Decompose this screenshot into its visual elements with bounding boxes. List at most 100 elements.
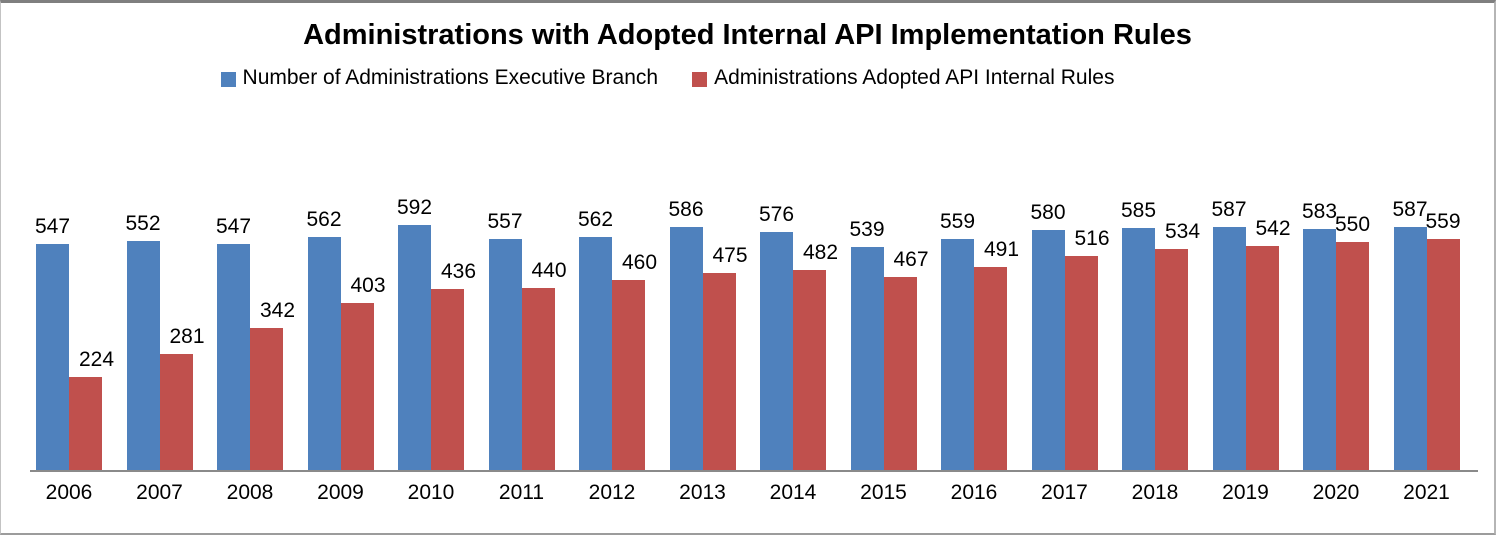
chart-title: Administrations with Adopted Internal AP… (303, 19, 1192, 51)
bar-adopted-rules: 516 (1064, 227, 1110, 470)
bar-adopted-rules: 342 (250, 299, 295, 470)
x-axis-label: 2021 (1403, 481, 1450, 504)
bar-group: 585 534 2018 (1116, 123, 1207, 504)
bar-executive-branch: 576 (759, 203, 794, 470)
bar-value-label: 587 (1211, 198, 1247, 221)
bar-value-label: 585 (1120, 199, 1157, 222)
bar-group: 539 467 2015 (845, 123, 936, 504)
bar-adopted-rules: 550 (1335, 213, 1370, 470)
bar-pair: 547 342 (216, 215, 295, 470)
bar-value-label: 559 (939, 210, 976, 233)
x-axis-label: 2015 (860, 481, 907, 504)
bar-value-label: 552 (125, 212, 161, 235)
bar-pair: 576 482 (759, 203, 838, 470)
bar-group: 580 516 2017 (1026, 123, 1117, 504)
bar-group: 547 224 2006 (30, 123, 121, 504)
x-axis-label: 2018 (1131, 481, 1179, 504)
bar-pair: 583 550 (1302, 200, 1370, 470)
bar-value-label: 403 (350, 274, 386, 297)
bar-pair: 585 534 (1121, 199, 1200, 470)
bar-executive-branch: 552 (125, 212, 161, 470)
bar-value-label: 534 (1164, 220, 1201, 243)
bar-group: 557 440 2011 (483, 123, 574, 504)
bar-pair: 562 460 (578, 208, 657, 470)
bar-group: 562 403 2009 (302, 123, 393, 504)
x-axis-label: 2017 (1041, 481, 1088, 504)
bar-value-label: 342 (259, 299, 296, 322)
bar-executive-branch: 547 (216, 215, 251, 470)
bar-value-label: 562 (577, 208, 614, 231)
bar-group: 586 475 2013 (664, 123, 755, 504)
bar-adopted-rules: 403 (340, 274, 386, 470)
bar-executive-branch: 559 (940, 210, 975, 470)
bar-pair: 587 542 (1211, 198, 1291, 470)
legend-swatch-red-icon (692, 71, 708, 87)
bar-executive-branch: 580 (1030, 201, 1066, 470)
bar-value-label: 475 (712, 244, 748, 267)
bar-value-label: 547 (34, 215, 71, 238)
x-axis-label: 2019 (1222, 481, 1269, 504)
bar-value-label: 281 (169, 325, 205, 348)
x-axis-label: 2020 (1312, 481, 1360, 504)
x-axis-label: 2013 (679, 481, 726, 504)
bar-pair: 552 281 (125, 212, 205, 470)
bar-executive-branch: 557 (487, 210, 523, 470)
legend-item-adopted-rules: Administrations Adopted API Internal Rul… (692, 66, 1114, 90)
bar-group: 587 542 2019 (1207, 123, 1298, 504)
bar-pair: 587 559 (1392, 198, 1461, 470)
bar-executive-branch: 562 (306, 208, 342, 470)
bar-executive-branch: 547 (35, 215, 70, 470)
bar-value-label: 482 (802, 241, 839, 264)
bar-group: 559 491 2016 (935, 123, 1026, 504)
bar-value-label: 580 (1030, 201, 1066, 224)
bar-executive-branch: 587 (1211, 198, 1247, 470)
x-axis-label: 2009 (317, 481, 364, 504)
bar-value-label: 583 (1301, 200, 1338, 223)
bar-adopted-rules: 436 (431, 260, 476, 470)
x-axis-label: 2007 (136, 481, 183, 504)
bar-pair: 559 491 (940, 210, 1019, 470)
bar-group: 562 460 2012 (573, 123, 664, 504)
bar-group: 552 281 2007 (121, 123, 212, 504)
bar-value-label: 542 (1255, 217, 1291, 240)
bar-value-label: 516 (1074, 227, 1110, 250)
bar-groups-container: 547 224 2006 552 281 2007 547 342 2008 562 403 2009… (30, 123, 1479, 504)
bar-value-label: 491 (983, 238, 1020, 261)
bar-adopted-rules: 440 (521, 259, 567, 470)
bar-pair: 562 403 (306, 208, 386, 470)
bar-adopted-rules: 460 (612, 251, 657, 470)
bar-value-label: 550 (1334, 213, 1371, 236)
bar-value-label: 547 (215, 215, 252, 238)
bar-value-label: 559 (1425, 210, 1461, 233)
bar-pair: 547 224 (35, 215, 114, 470)
bar-value-label: 586 (668, 198, 704, 221)
x-axis-label: 2012 (588, 481, 636, 504)
x-axis-label: 2011 (498, 481, 545, 504)
bar-value-label: 224 (78, 348, 115, 371)
bar-executive-branch: 562 (578, 208, 613, 470)
bar-pair: 592 436 (397, 196, 476, 470)
x-axis-label: 2014 (769, 481, 817, 504)
x-axis-line (30, 470, 1478, 472)
bar-adopted-rules: 467 (883, 248, 929, 470)
bar-pair: 557 440 (487, 210, 567, 470)
x-axis-label: 2006 (45, 481, 93, 504)
bar-group: 583 550 2020 (1297, 123, 1388, 504)
legend-swatch-blue-icon (220, 71, 236, 87)
bar-executive-branch: 539 (849, 218, 885, 470)
bar-value-label: 440 (531, 259, 567, 282)
legend-label-executive-branch: Number of Administrations Executive Bran… (242, 66, 659, 89)
x-axis-label: 2016 (950, 481, 998, 504)
bar-group: 547 342 2008 (211, 123, 302, 504)
x-axis-label: 2008 (226, 481, 274, 504)
bar-value-label: 539 (849, 218, 885, 241)
legend-label-adopted-rules: Administrations Adopted API Internal Rul… (714, 66, 1115, 89)
bar-adopted-rules: 475 (702, 244, 748, 470)
legend: Number of Administrations Executive Bran… (1, 66, 1414, 90)
bar-value-label: 460 (621, 251, 658, 274)
bar-group: 576 482 2014 (754, 123, 845, 504)
bar-executive-branch: 583 (1302, 200, 1337, 470)
bar-adopted-rules: 559 (1425, 210, 1461, 470)
bar-group: 587 559 2021 (1388, 123, 1479, 504)
bar-adopted-rules: 491 (974, 238, 1019, 470)
